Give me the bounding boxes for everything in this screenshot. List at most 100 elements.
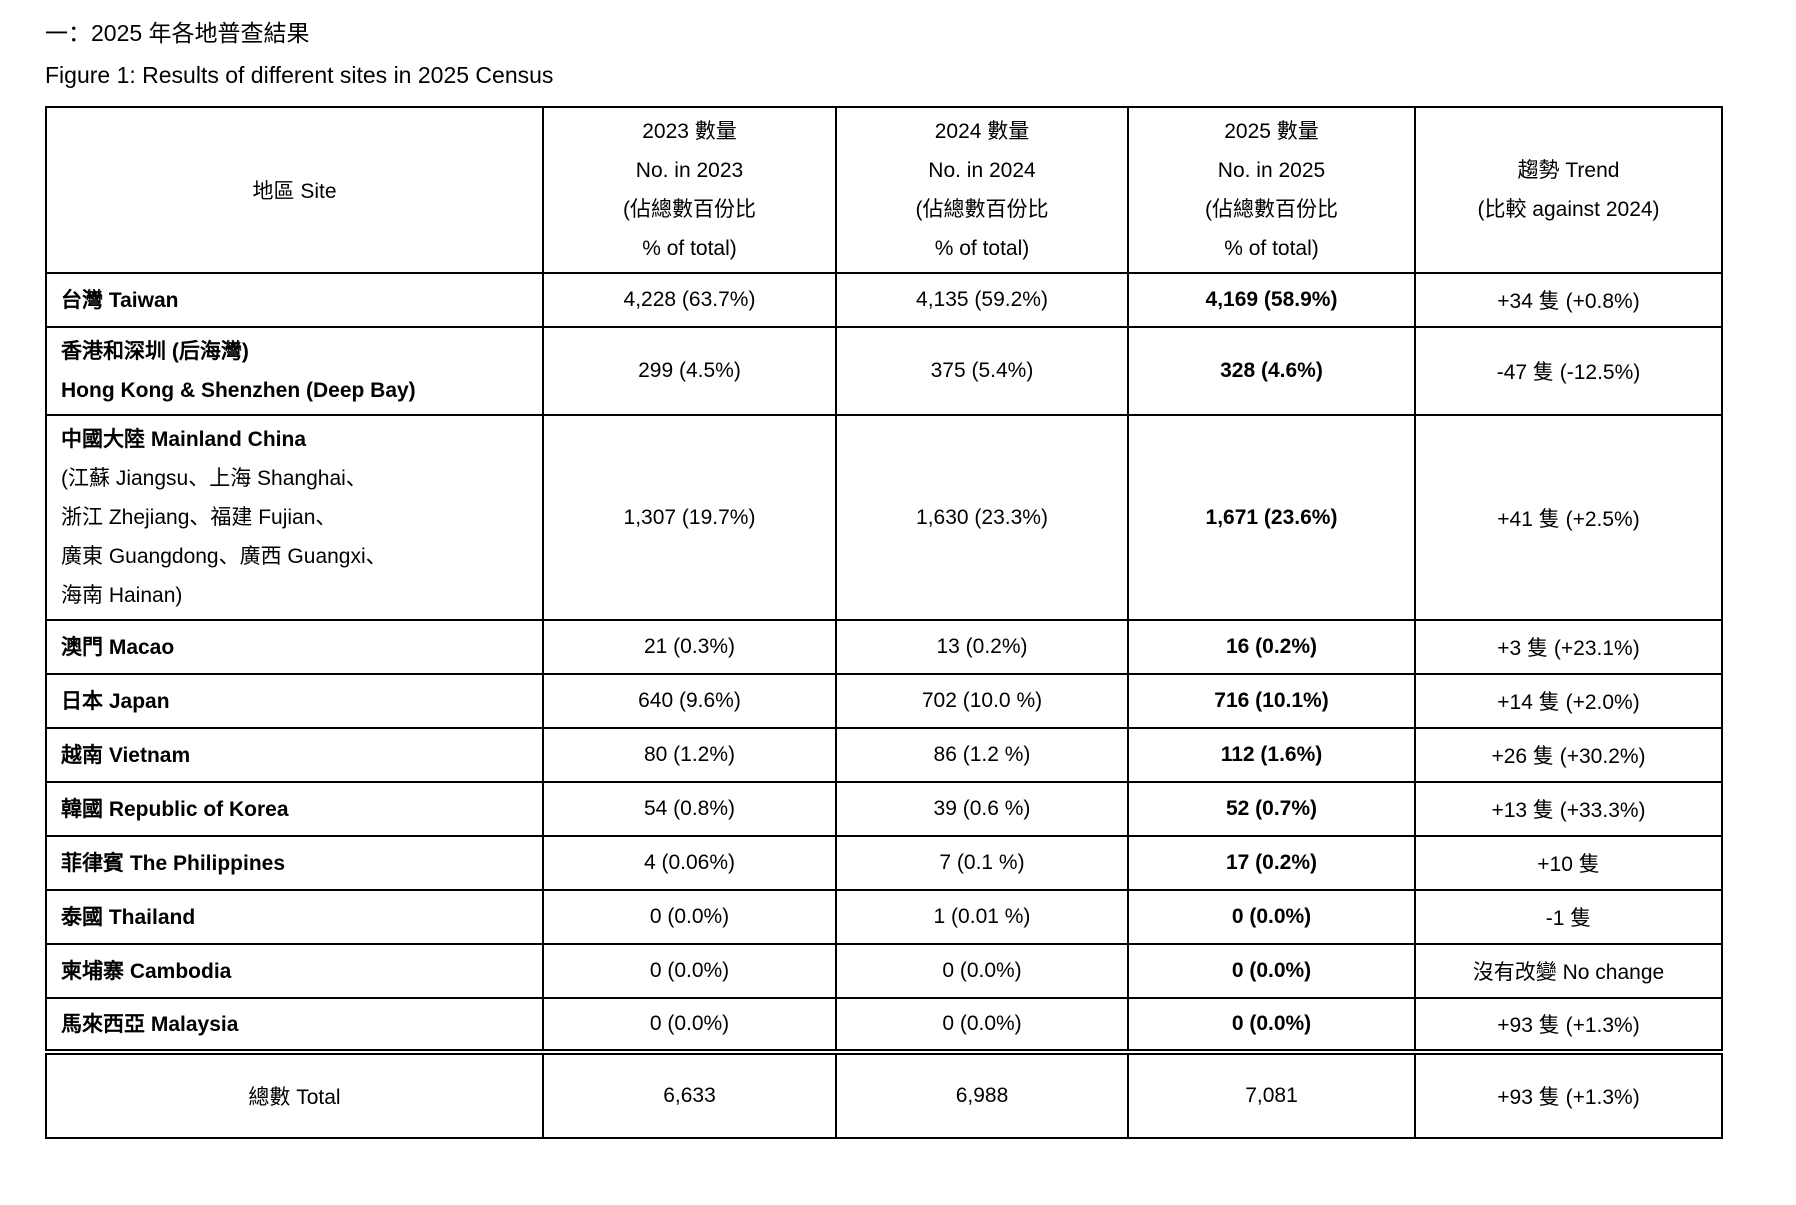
- site-name-line: Hong Kong & Shenzhen (Deep Bay): [61, 379, 416, 402]
- value-2025-cell: 0 (0.0%): [1127, 997, 1416, 1053]
- table-row: 中國大陸 Mainland China (江蘇 Jiangsu、上海 Shangh…: [45, 414, 1723, 621]
- header-trend: 趨勢 Trend (比較 against 2024): [1414, 106, 1723, 274]
- trend-cell: +14 隻 (+2.0%): [1414, 673, 1723, 729]
- value-2025-cell: 112 (1.6%): [1127, 727, 1416, 783]
- value-2024-cell: 375 (5.4%): [835, 326, 1129, 416]
- table-row: 馬來西亞 Malaysia 0 (0.0%) 0 (0.0%) 0 (0.0%) +93…: [45, 997, 1723, 1053]
- site-name-line: 台灣 Taiwan: [61, 288, 179, 312]
- trend-cell: +26 隻 (+30.2%): [1414, 727, 1723, 783]
- header-2025-line: % of total): [1224, 237, 1319, 260]
- site-cell: 日本 Japan: [45, 673, 544, 729]
- header-2025-line: No. in 2025: [1217, 159, 1326, 182]
- value-2023-cell: 0 (0.0%): [542, 997, 837, 1053]
- value-2025-cell: 0 (0.0%): [1127, 889, 1416, 945]
- table-row: 菲律賓 The Philippines 4 (0.06%) 7 (0.1 %) 17 …: [45, 835, 1723, 891]
- site-cell: 台灣 Taiwan: [45, 272, 544, 328]
- header-2023-line: (佔總數百份比: [623, 198, 756, 221]
- trend-cell: -47 隻 (-12.5%): [1414, 326, 1723, 416]
- trend-cell: +34 隻 (+0.8%): [1414, 272, 1723, 328]
- table-row: 澳門 Macao 21 (0.3%) 13 (0.2%) 16 (0.2%) +3 隻 …: [45, 619, 1723, 675]
- value-2023-cell: 4,228 (63.7%): [542, 272, 837, 328]
- site-name-line: 澳門 Macao: [61, 635, 175, 659]
- value-2024-cell: 13 (0.2%): [835, 619, 1129, 675]
- value-2023-cell: 54 (0.8%): [542, 781, 837, 837]
- trend-cell: 沒有改變 No change: [1414, 943, 1723, 999]
- site-sublocation-line: 浙江 Zhejiang、福建 Fujian、: [61, 506, 337, 529]
- table-row: 泰國 Thailand 0 (0.0%) 1 (0.01 %) 0 (0.0%) -1 …: [45, 889, 1723, 945]
- site-cell: 香港和深圳 (后海灣) Hong Kong & Shenzhen (Deep Ba…: [45, 326, 544, 416]
- trend-cell: +10 隻: [1414, 835, 1723, 891]
- value-2024-cell: 702 (10.0 %): [835, 673, 1129, 729]
- site-name-line: 柬埔寨 Cambodia: [61, 959, 232, 983]
- header-2024-line: 2024 數量: [934, 120, 1030, 143]
- site-cell: 泰國 Thailand: [45, 889, 544, 945]
- table-total-row: 總數 Total 6,633 6,988 7,081 +93 隻 (+1.3%): [45, 1049, 1723, 1139]
- census-results-table: 地區 Site 2023 數量 No. in 2023 (佔總數百份比 % of…: [45, 106, 1723, 1139]
- value-2025-cell: 328 (4.6%): [1127, 326, 1416, 416]
- table-row: 柬埔寨 Cambodia 0 (0.0%) 0 (0.0%) 0 (0.0%) 沒有改變…: [45, 943, 1723, 999]
- table-row: 香港和深圳 (后海灣) Hong Kong & Shenzhen (Deep Ba…: [45, 326, 1723, 416]
- site-sublocation-line: 海南 Hainan): [61, 584, 183, 607]
- table-row: 日本 Japan 640 (9.6%) 702 (10.0 %) 716 (10.1%…: [45, 673, 1723, 729]
- site-name-line: 泰國 Thailand: [61, 905, 196, 929]
- value-2025-cell: 716 (10.1%): [1127, 673, 1416, 729]
- site-cell: 澳門 Macao: [45, 619, 544, 675]
- value-2025-cell: 17 (0.2%): [1127, 835, 1416, 891]
- value-2023-cell: 4 (0.06%): [542, 835, 837, 891]
- site-name-line: 中國大陸 Mainland China: [61, 428, 307, 451]
- document-page: 一：2025 年各地普查結果 Figure 1: Results of diff…: [45, 20, 1723, 1139]
- site-cell: 柬埔寨 Cambodia: [45, 943, 544, 999]
- trend-cell: -1 隻: [1414, 889, 1723, 945]
- header-2024-line: % of total): [934, 237, 1030, 260]
- total-2024-cell: 6,988: [835, 1049, 1129, 1139]
- site-cell: 菲律賓 The Philippines: [45, 835, 544, 891]
- site-name-line: 菲律賓 The Philippines: [61, 851, 286, 875]
- trend-cell: +3 隻 (+23.1%): [1414, 619, 1723, 675]
- header-2025-line: 2025 數量: [1224, 120, 1319, 143]
- header-site: 地區 Site: [45, 106, 544, 274]
- value-2023-cell: 21 (0.3%): [542, 619, 837, 675]
- trend-cell: +13 隻 (+33.3%): [1414, 781, 1723, 837]
- value-2024-cell: 39 (0.6 %): [835, 781, 1129, 837]
- header-2025: 2025 數量 No. in 2025 (佔總數百份比 % of total): [1127, 106, 1416, 274]
- table-row: 越南 Vietnam 80 (1.2%) 86 (1.2 %) 112 (1.6%) +…: [45, 727, 1723, 783]
- site-cell: 越南 Vietnam: [45, 727, 544, 783]
- header-2023-line: 2023 數量: [642, 120, 737, 143]
- site-name-line: 日本 Japan: [61, 689, 170, 713]
- header-2024: 2024 數量 No. in 2024 (佔總數百份比 % of total): [835, 106, 1129, 274]
- trend-cell: +41 隻 (+2.5%): [1414, 414, 1723, 621]
- site-name-line: 越南 Vietnam: [61, 743, 191, 767]
- site-cell: 韓國 Republic of Korea: [45, 781, 544, 837]
- total-label-cell: 總數 Total: [45, 1049, 544, 1139]
- value-2023-cell: 640 (9.6%): [542, 673, 837, 729]
- value-2025-cell: 1,671 (23.6%): [1127, 414, 1416, 621]
- value-2023-cell: 299 (4.5%): [542, 326, 837, 416]
- value-2025-cell: 52 (0.7%): [1127, 781, 1416, 837]
- total-2023-cell: 6,633: [542, 1049, 837, 1139]
- header-trend-line: 趨勢 Trend: [1517, 159, 1620, 182]
- value-2025-cell: 16 (0.2%): [1127, 619, 1416, 675]
- site-sublocation-line: 廣東 Guangdong、廣西 Guangxi、: [61, 545, 387, 568]
- value-2023-cell: 1,307 (19.7%): [542, 414, 837, 621]
- value-2024-cell: 4,135 (59.2%): [835, 272, 1129, 328]
- value-2024-cell: 0 (0.0%): [835, 943, 1129, 999]
- header-2024-line: (佔總數百份比: [915, 198, 1049, 221]
- header-2023: 2023 數量 No. in 2023 (佔總數百份比 % of total): [542, 106, 837, 274]
- value-2024-cell: 86 (1.2 %): [835, 727, 1129, 783]
- site-sublocation-line: (江蘇 Jiangsu、上海 Shanghai、: [61, 467, 367, 490]
- value-2025-cell: 0 (0.0%): [1127, 943, 1416, 999]
- figure-title-zh: 一：2025 年各地普查結果: [45, 20, 310, 46]
- table-header-row: 地區 Site 2023 數量 No. in 2023 (佔總數百份比 % of…: [45, 106, 1723, 274]
- header-trend-line: (比較 against 2024): [1477, 198, 1660, 221]
- header-2025-line: (佔總數百份比: [1205, 198, 1338, 221]
- figure-title-en: Figure 1: Results of different sites in …: [45, 62, 554, 88]
- value-2023-cell: 0 (0.0%): [542, 889, 837, 945]
- site-name-line: 香港和深圳 (后海灣): [61, 340, 249, 363]
- table-row: 韓國 Republic of Korea 54 (0.8%) 39 (0.6 %) 5…: [45, 781, 1723, 837]
- value-2024-cell: 1 (0.01 %): [835, 889, 1129, 945]
- site-name-line: 韓國 Republic of Korea: [61, 797, 289, 821]
- site-cell: 馬來西亞 Malaysia: [45, 997, 544, 1053]
- table-row: 台灣 Taiwan 4,228 (63.7%) 4,135 (59.2%) 4,169…: [45, 272, 1723, 328]
- value-2023-cell: 0 (0.0%): [542, 943, 837, 999]
- value-2023-cell: 80 (1.2%): [542, 727, 837, 783]
